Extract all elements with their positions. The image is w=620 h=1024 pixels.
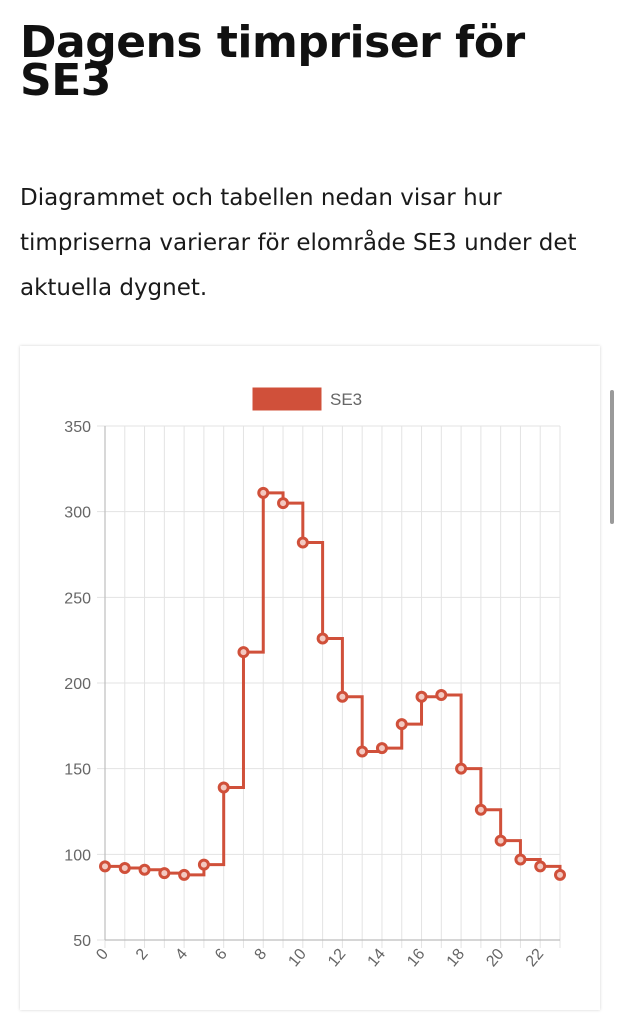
x-tick-label: 20 [483,946,508,971]
data-point [375,742,388,755]
data-point [336,690,349,703]
data-point [99,860,111,873]
data-point [316,632,329,645]
x-tick-label: 22 [523,946,548,971]
data-point [494,834,507,847]
data-point [277,497,290,510]
data-point [455,762,468,775]
chart-series [99,486,566,881]
data-point [534,860,547,873]
data-point [257,486,270,499]
y-tick-label: 350 [64,419,91,436]
data-point [554,868,566,881]
data-point [237,646,250,659]
data-point [415,690,428,703]
series-line [105,491,562,877]
x-tick-label: 6 [212,946,231,964]
data-point [514,853,527,866]
data-point [217,781,230,794]
price-chart-card: 50 100 150 200 250 300 350 0 2 4 6 8 10 12 14 16 18 20 22 … [20,346,600,1010]
data-point [158,867,171,880]
x-tick-label: 10 [285,946,310,971]
x-tick-label: 18 [444,946,469,971]
y-tick-label: 50 [73,933,91,950]
chart-axes: 50 100 150 200 250 300 350 0 2 4 6 8 10 12 14 16 18 20 22 [64,419,560,970]
chart-legend: SE3 [252,387,362,411]
y-tick-label: 300 [64,505,91,522]
page-scrollbar[interactable] [610,390,614,524]
legend-swatch[interactable] [252,387,322,411]
data-point [356,745,369,758]
data-point [435,688,448,701]
y-tick-label: 250 [64,590,91,607]
data-point [296,536,309,549]
data-point [197,858,210,871]
intro-text: Diagrammet och tabellen nedan visar hur … [20,185,577,301]
page-title: Dagens timpriser för SE3 [20,17,525,106]
x-tick-label: 12 [325,946,350,971]
legend-label[interactable]: SE3 [330,390,362,409]
data-point [474,803,487,816]
y-tick-label: 200 [64,676,91,693]
data-point [138,863,151,876]
x-tick-label: 8 [252,946,271,964]
x-tick-label: 2 [133,946,152,964]
data-point [178,868,191,881]
x-tick-label: 0 [93,946,112,964]
x-tick-label: 16 [404,946,429,971]
y-tick-label: 100 [64,847,91,864]
data-point [118,862,131,875]
y-tick-label: 150 [64,762,91,779]
x-tick-label: 14 [365,946,390,971]
x-tick-label: 4 [172,946,191,964]
data-point [395,718,408,731]
